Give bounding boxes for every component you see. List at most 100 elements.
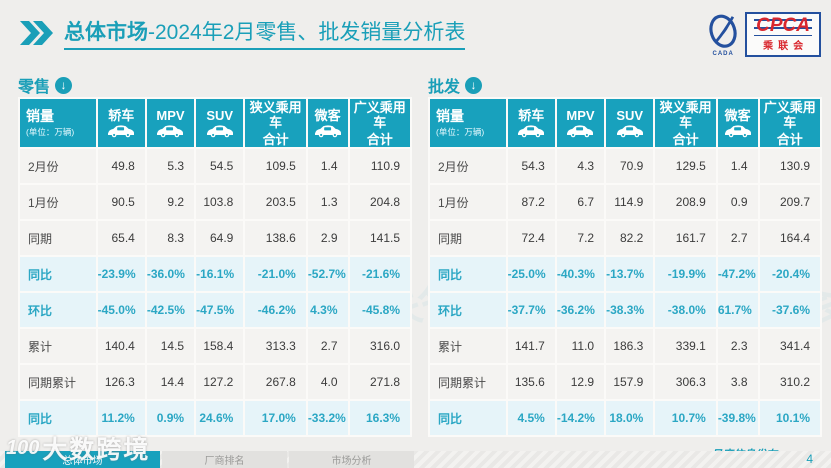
emblem-caption: CADA [712, 50, 734, 57]
table-row: 同比 -25.0% -40.3% -13.7% -19.9% -47.2% -20.4% [430, 257, 820, 291]
table-cell: 10.7% [655, 401, 716, 435]
table-cell: -37.6% [759, 293, 820, 327]
table-row: 同期累计 126.3 14.4 127.2 267.8 4.0 271.8 [20, 365, 410, 399]
footer-tab-1[interactable]: 总体市场 [5, 451, 160, 468]
title-bar: 总体市场-2024年2月零售、批发销量分析表 [20, 16, 466, 50]
double-chevron-right-icon [20, 21, 53, 45]
table-cell: -19.9% [655, 257, 716, 291]
row-label: 同期 [20, 221, 96, 255]
table-cell: 164.4 [759, 221, 820, 255]
table-cell: 49.8 [97, 149, 145, 183]
column-header: MPV [556, 99, 605, 147]
retail-table: 销量 (单位：万辆) 轿车 MPV SUV 狭义乘用车 合计 微客 广义乘用车 合计 2月份 49.8… [18, 97, 412, 437]
table-cell: -36.2% [556, 293, 605, 327]
table-cell: 64.9 [196, 221, 244, 255]
table-cell: 72.4 [507, 221, 555, 255]
table-cell: 0.9% [146, 401, 195, 435]
table-cell: 186.3 [606, 329, 654, 363]
car-icon [518, 125, 545, 138]
table-cell: -23.9% [97, 257, 145, 291]
table-row: 1月份 90.5 9.2 103.8 203.5 1.3 204.8 [20, 185, 410, 219]
table-cell: 130.9 [759, 149, 820, 183]
table-row: 累计 140.4 14.5 158.4 313.3 2.7 316.0 [20, 329, 410, 363]
table-cell: 339.1 [655, 329, 716, 363]
table-cell: 54.3 [507, 149, 555, 183]
row-label: 同期累计 [20, 365, 96, 399]
column-header: SUV [606, 99, 654, 147]
table-cell: 126.3 [97, 365, 145, 399]
table-cell: 12.9 [556, 365, 605, 399]
table-cell: 129.5 [655, 149, 716, 183]
column-header: SUV [196, 99, 244, 147]
table-cell: -38.0% [655, 293, 716, 327]
car-icon [157, 125, 184, 138]
table-cell: 109.5 [245, 149, 306, 183]
table-cell: 61.7% [717, 293, 758, 327]
table-cell: 4.0 [307, 365, 348, 399]
table-cell: -21.0% [245, 257, 306, 291]
column-header: 广义乘用车 合计 [349, 99, 410, 147]
row-label: 同期累计 [430, 365, 506, 399]
table-cell: 17.0% [245, 401, 306, 435]
table-cell: -13.7% [606, 257, 654, 291]
row-label: 累计 [20, 329, 96, 363]
table-cell: 10.1% [759, 401, 820, 435]
section-label: 批发 [428, 79, 461, 96]
table-cell: 14.5 [146, 329, 195, 363]
table-cell: 140.4 [97, 329, 145, 363]
table-cell: 161.7 [655, 221, 716, 255]
table-cell: 2.7 [307, 329, 348, 363]
wholesale-section: 批发 ↓ 销量 (单位：万辆) 轿车 MPV SUV 狭义乘用车 合计 微客 广义乘用车 合计 2月… [428, 74, 822, 437]
table-cell: 87.2 [507, 185, 555, 219]
table-cell: 157.9 [606, 365, 654, 399]
page-title-bold: 总体市场 [64, 21, 148, 44]
table-cell: 1.4 [307, 149, 348, 183]
cada-emblem: CADA [705, 13, 741, 57]
table-cell: 3.8 [717, 365, 758, 399]
table-cell: 2.9 [307, 221, 348, 255]
table-cell: 24.6% [196, 401, 244, 435]
table-row: 2月份 49.8 5.3 54.5 109.5 1.4 110.9 [20, 149, 410, 183]
footer-tab-3[interactable]: 市场分析 [289, 451, 414, 468]
footer-tab-2[interactable]: 厂商排名 [162, 451, 287, 468]
table-cell: 11.0 [556, 329, 605, 363]
column-header: 轿车 [97, 99, 145, 147]
table-cell: -25.0% [507, 257, 555, 291]
column-header: 轿车 [507, 99, 555, 147]
row-label: 1月份 [20, 185, 96, 219]
page-number: 4 [806, 452, 813, 466]
car-icon [616, 125, 643, 138]
table-cell: 0.9 [717, 185, 758, 219]
table-row: 累计 141.7 11.0 186.3 339.1 2.3 341.4 [430, 329, 820, 363]
column-header-sales: 销量 (单位：万辆) [430, 99, 506, 147]
table-cell: -20.4% [759, 257, 820, 291]
table-cell: 11.2% [97, 401, 145, 435]
table-row: 环比 -45.0% -42.5% -47.5% -46.2% 4.3% -45.8% [20, 293, 410, 327]
table-cell: 5.3 [146, 149, 195, 183]
column-header: 狭义乘用车 合计 [655, 99, 716, 147]
row-label: 同比 [20, 257, 96, 291]
table-cell: -42.5% [146, 293, 195, 327]
table-cell: -40.3% [556, 257, 605, 291]
row-label: 环比 [430, 293, 506, 327]
table-cell: 271.8 [349, 365, 410, 399]
cpca-logo-box: CPCA 乘联会 [745, 12, 821, 57]
column-header: 微客 [717, 99, 758, 147]
table-cell: 135.6 [507, 365, 555, 399]
table-cell: -33.2% [307, 401, 348, 435]
table-cell: 18.0% [606, 401, 654, 435]
table-cell: 4.3 [556, 149, 605, 183]
car-icon [724, 125, 751, 138]
page-title: 总体市场-2024年2月零售、批发销量分析表 [64, 16, 466, 50]
column-header-sales: 销量 (单位：万辆) [20, 99, 96, 147]
table-cell: 209.7 [759, 185, 820, 219]
car-icon [108, 125, 135, 138]
table-cell: -21.6% [349, 257, 410, 291]
table-cell: 141.5 [349, 221, 410, 255]
header-row: 销量 (单位：万辆) 轿车 MPV SUV 狭义乘用车 合计 微客 广义乘用车 合计 [430, 99, 820, 147]
retail-section: 零售 ↓ 销量 (单位：万辆) 轿车 MPV SUV 狭义乘用车 合计 微客 广义乘用车 合计 2月… [18, 74, 412, 437]
header-row: 销量 (单位：万辆) 轿车 MPV SUV 狭义乘用车 合计 微客 广义乘用车 合计 [20, 99, 410, 147]
table-cell: 267.8 [245, 365, 306, 399]
table-cell: -38.3% [606, 293, 654, 327]
table-cell: 7.2 [556, 221, 605, 255]
